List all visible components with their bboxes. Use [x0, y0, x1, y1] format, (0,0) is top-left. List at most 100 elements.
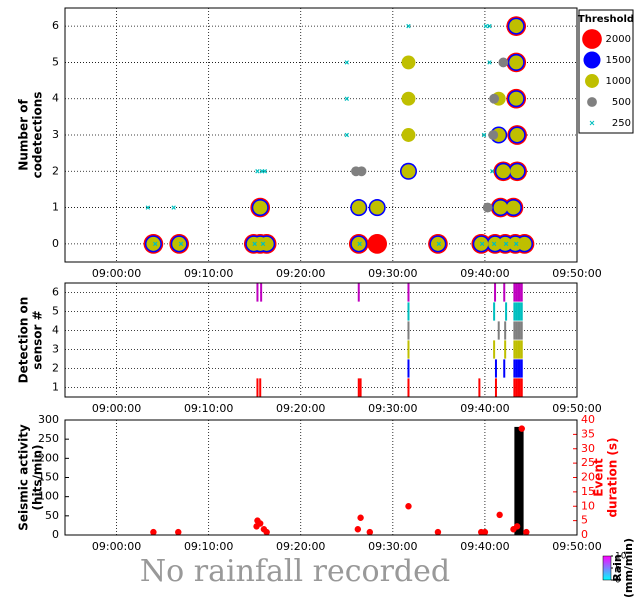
y2-tick-label: 25	[581, 456, 595, 469]
event-point	[434, 528, 442, 536]
point	[344, 96, 350, 101]
y-axis-label: sensor #	[31, 310, 45, 369]
y2-tick-label: 5	[581, 514, 588, 527]
y-tick-label: 0	[52, 237, 59, 250]
point	[344, 132, 350, 138]
y-tick-label: 2	[52, 164, 59, 177]
event-point	[481, 528, 489, 536]
colorbar-tick-label: 10	[615, 552, 627, 562]
y-tick-label: 1	[52, 201, 59, 214]
legend-label: 1500	[606, 55, 631, 66]
plot-area	[65, 283, 577, 397]
point	[351, 236, 366, 251]
event-point	[357, 514, 364, 521]
legend-label: 500	[612, 97, 631, 108]
event-point	[263, 528, 270, 536]
y-tick-label: 50	[45, 509, 59, 522]
point	[483, 23, 489, 29]
point	[506, 200, 521, 215]
y-tick-label: 3	[52, 128, 59, 141]
legend-marker	[587, 97, 597, 107]
event-point	[257, 520, 264, 527]
x-tick-label: 09:20:00	[276, 540, 325, 553]
point	[488, 130, 499, 140]
y-tick-label: 5	[52, 305, 59, 318]
point	[436, 241, 442, 247]
y-tick-label: 300	[38, 413, 59, 426]
legend-box	[578, 9, 634, 134]
legend-marker	[582, 29, 602, 49]
colorbar-tick-label: 5	[615, 564, 621, 574]
plot-area	[65, 420, 577, 535]
x-tick-label: 09:40:00	[460, 402, 509, 415]
legend-marker	[583, 51, 601, 69]
point	[401, 91, 416, 106]
y-tick-label: 150	[38, 471, 59, 484]
point	[356, 166, 367, 177]
y-tick-label: 4	[52, 92, 59, 105]
event-point	[354, 526, 362, 533]
x-tick-label: 09:50:00	[552, 267, 601, 280]
x-tick-label: 09:00:00	[92, 402, 141, 415]
colorbar-tick-label: 0	[615, 576, 621, 586]
x-tick-label: 09:50:00	[552, 540, 601, 553]
x-tick-label: 09:10:00	[184, 402, 233, 415]
y-tick-label: 1	[52, 381, 59, 394]
y2-tick-label: 35	[581, 427, 595, 440]
x-tick-label: 09:10:00	[184, 540, 233, 553]
point	[488, 236, 503, 251]
point	[503, 241, 509, 247]
x-tick-label: 09:30:00	[368, 402, 417, 415]
colorbar	[602, 555, 612, 581]
point	[252, 241, 257, 247]
x-tick-label: 09:00:00	[92, 540, 141, 553]
point	[482, 202, 493, 213]
plot-frame	[64, 282, 578, 398]
point	[481, 132, 487, 138]
x-tick-label: 09:30:00	[368, 267, 417, 280]
plot-frame	[64, 7, 578, 263]
point	[493, 200, 508, 215]
point	[517, 236, 532, 251]
y-tick-label: 2	[52, 362, 59, 375]
y-tick-label: 0	[52, 528, 59, 541]
legend-title: Threshold	[578, 14, 634, 25]
legend-label: 2000	[606, 34, 631, 45]
point	[513, 241, 519, 247]
point	[367, 234, 388, 254]
point	[178, 241, 184, 247]
point	[370, 200, 385, 215]
point	[489, 93, 500, 104]
x-tick-label: 09:00:00	[92, 267, 141, 280]
point	[153, 241, 158, 247]
point	[357, 241, 362, 247]
point	[401, 164, 416, 179]
event-point	[150, 528, 157, 536]
point	[509, 55, 524, 70]
point	[146, 236, 161, 251]
y-axis-label: Seismic activity	[17, 424, 31, 531]
point	[474, 236, 489, 251]
event-point	[496, 511, 503, 519]
y-axis-label: codetections	[31, 92, 45, 179]
point	[145, 205, 151, 210]
event-point	[513, 523, 521, 530]
point	[490, 169, 495, 174]
y-tick-label: 3	[52, 343, 59, 356]
bar	[514, 426, 524, 535]
y-axis-label: (hits/min)	[31, 444, 45, 510]
x-tick-label: 09:30:00	[368, 540, 417, 553]
y-axis-label: Number of	[17, 99, 31, 171]
x-tick-label: 09:40:00	[460, 267, 509, 280]
point	[262, 169, 268, 174]
y-axis-label: Detection on	[17, 297, 31, 384]
point	[496, 164, 511, 179]
point	[344, 60, 350, 65]
point	[487, 23, 492, 29]
y-tick-label: 100	[38, 490, 59, 503]
y2-tick-label: 20	[581, 471, 595, 484]
point	[430, 236, 445, 251]
y2-axis-label: Event	[592, 458, 606, 497]
point	[406, 23, 411, 29]
plot-frame	[64, 419, 578, 536]
